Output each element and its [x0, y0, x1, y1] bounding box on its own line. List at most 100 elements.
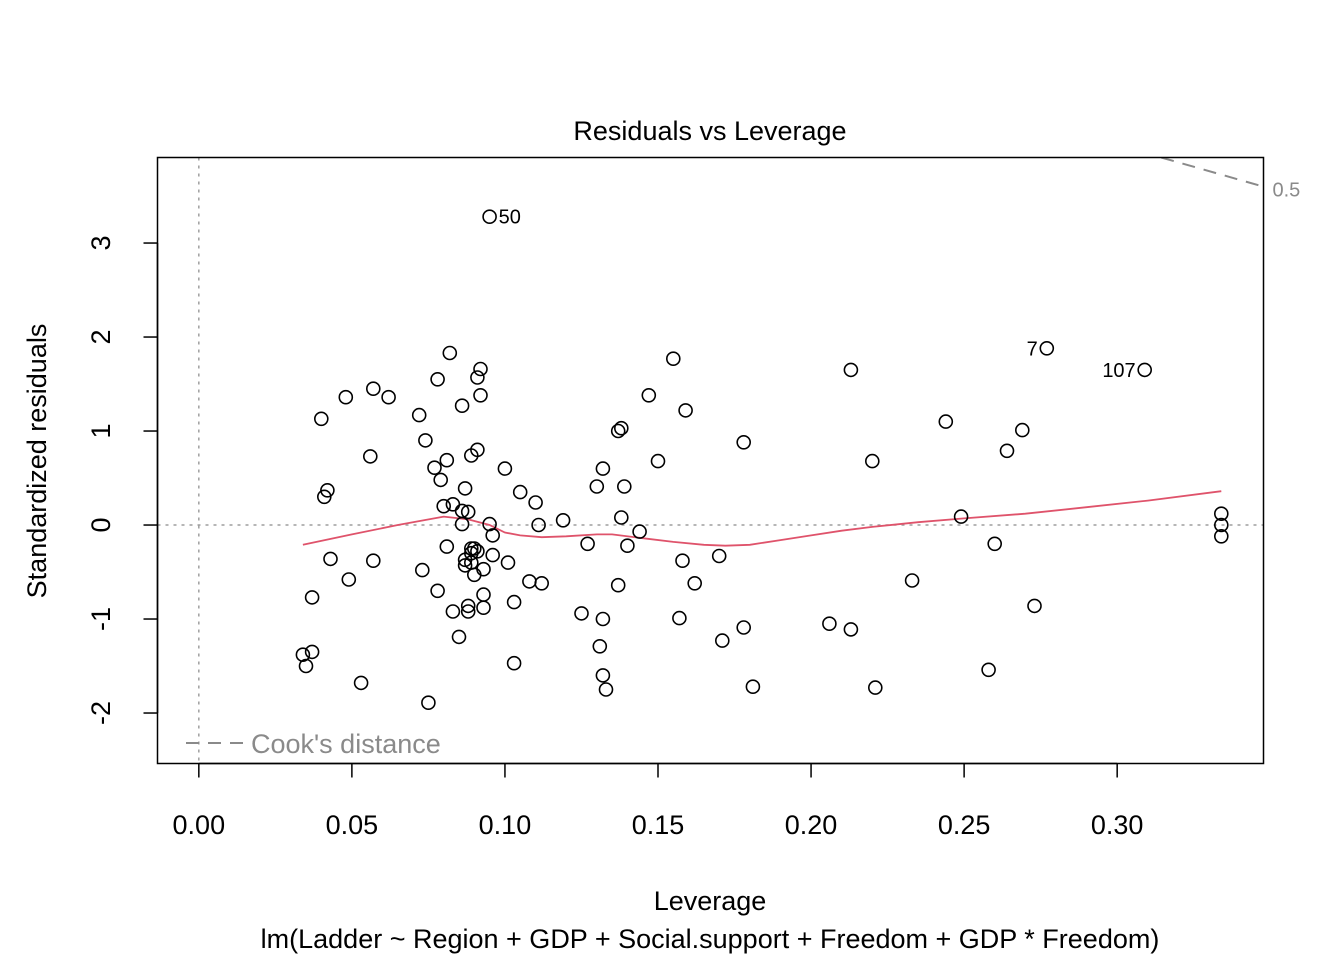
- x-tick-label: 0.25: [938, 810, 991, 840]
- data-point: [512, 484, 528, 500]
- data-point: [531, 517, 546, 533]
- data-point: [460, 604, 476, 619]
- point-label: 7: [1027, 338, 1038, 360]
- data-point: [436, 498, 452, 514]
- data-point: [316, 489, 332, 505]
- data-point: [843, 362, 859, 378]
- data-point: [616, 479, 632, 494]
- data-point: [427, 460, 442, 476]
- data-point: [534, 575, 550, 591]
- x-axis: 0.00 0.05 0.10 0.15 0.20 0.25 0.30: [173, 762, 1143, 840]
- data-point: [613, 420, 629, 436]
- data-point: [867, 680, 883, 695]
- data-point: [678, 403, 693, 418]
- data-point: [864, 453, 880, 469]
- data-point: [365, 553, 381, 569]
- data-point: [470, 543, 485, 559]
- point-label: 50: [499, 207, 521, 229]
- data-point: [362, 449, 378, 464]
- data-point: [433, 472, 449, 488]
- cooks-distance-contour: [1160, 157, 1264, 188]
- data-point: [1214, 517, 1229, 533]
- data-point: [482, 209, 497, 224]
- x-tick-label: 0.05: [326, 810, 379, 840]
- data-point: [589, 479, 605, 494]
- y-tick-label: 0: [86, 517, 116, 532]
- data-point: [353, 675, 369, 691]
- cooks-contour-level-label: 0.5: [1273, 180, 1301, 202]
- x-tick-label: 0.20: [785, 810, 838, 840]
- data-point: [313, 411, 329, 427]
- data-point: [338, 389, 354, 405]
- data-point: [580, 536, 595, 552]
- data-point: [439, 539, 455, 554]
- data-point: [430, 371, 445, 387]
- data-point: [843, 622, 859, 637]
- y-tick-label: 2: [86, 329, 116, 344]
- data-point: [595, 611, 611, 627]
- data-point: [506, 594, 522, 610]
- data-point: [822, 616, 837, 632]
- data-point: [460, 504, 476, 520]
- data-point: [595, 461, 611, 476]
- legend-label: Cook's distance: [251, 729, 441, 759]
- data-point: [1014, 422, 1030, 438]
- y-tick-label: -1: [86, 607, 116, 631]
- x-tick-label: 0.15: [632, 810, 685, 840]
- legend: Cook's distance: [186, 729, 441, 759]
- data-point: [473, 361, 488, 377]
- data-point: [1137, 362, 1152, 378]
- data-point: [418, 433, 433, 448]
- data-point: [457, 481, 473, 496]
- data-point: [1027, 598, 1042, 614]
- data-point: [672, 610, 687, 626]
- data-point: [304, 590, 320, 605]
- data-point: [421, 695, 436, 711]
- data-point: [476, 587, 491, 602]
- data-point: [981, 662, 996, 678]
- data-point: [610, 423, 626, 439]
- chart-title: Residuals vs Leverage: [573, 116, 846, 146]
- data-point: [1039, 340, 1055, 356]
- data-point: [381, 389, 396, 405]
- data-point: [1214, 528, 1229, 544]
- y-tick-label: 1: [86, 423, 116, 438]
- data-point: [470, 442, 485, 458]
- data-point: [745, 679, 761, 695]
- data-point: [476, 561, 491, 577]
- y-axis: -2 -1 0 1 2 3: [86, 235, 159, 725]
- data-point: [555, 512, 571, 528]
- y-tick-label: -2: [86, 701, 116, 725]
- data-point: [454, 398, 470, 414]
- data-point: [675, 553, 690, 569]
- data-point: [574, 606, 589, 621]
- y-tick-label: 3: [86, 235, 116, 250]
- plot-area: [157, 157, 1264, 764]
- data-point: [497, 461, 513, 476]
- data-point: [592, 638, 608, 654]
- y-axis-label: Standardized residuals: [22, 324, 52, 599]
- data-point: [641, 387, 657, 403]
- data-point: [473, 387, 488, 403]
- data-point: [485, 528, 501, 543]
- data-point: [595, 668, 611, 683]
- data-point: [506, 655, 522, 671]
- data-point: [610, 577, 626, 593]
- data-point: [632, 524, 647, 539]
- data-point: [454, 516, 470, 532]
- data-point: [304, 644, 320, 660]
- data-point: [938, 414, 954, 429]
- data-point: [341, 572, 357, 587]
- data-point: [1214, 506, 1229, 522]
- data-point: [430, 583, 445, 599]
- data-point: [650, 453, 666, 469]
- x-tick-label: 0.00: [173, 810, 226, 840]
- data-point: [320, 482, 335, 498]
- data-point: [714, 633, 730, 648]
- data-point: [365, 381, 381, 397]
- point-label: 107: [1102, 360, 1135, 382]
- data-point: [613, 510, 629, 525]
- data-point: [620, 538, 635, 554]
